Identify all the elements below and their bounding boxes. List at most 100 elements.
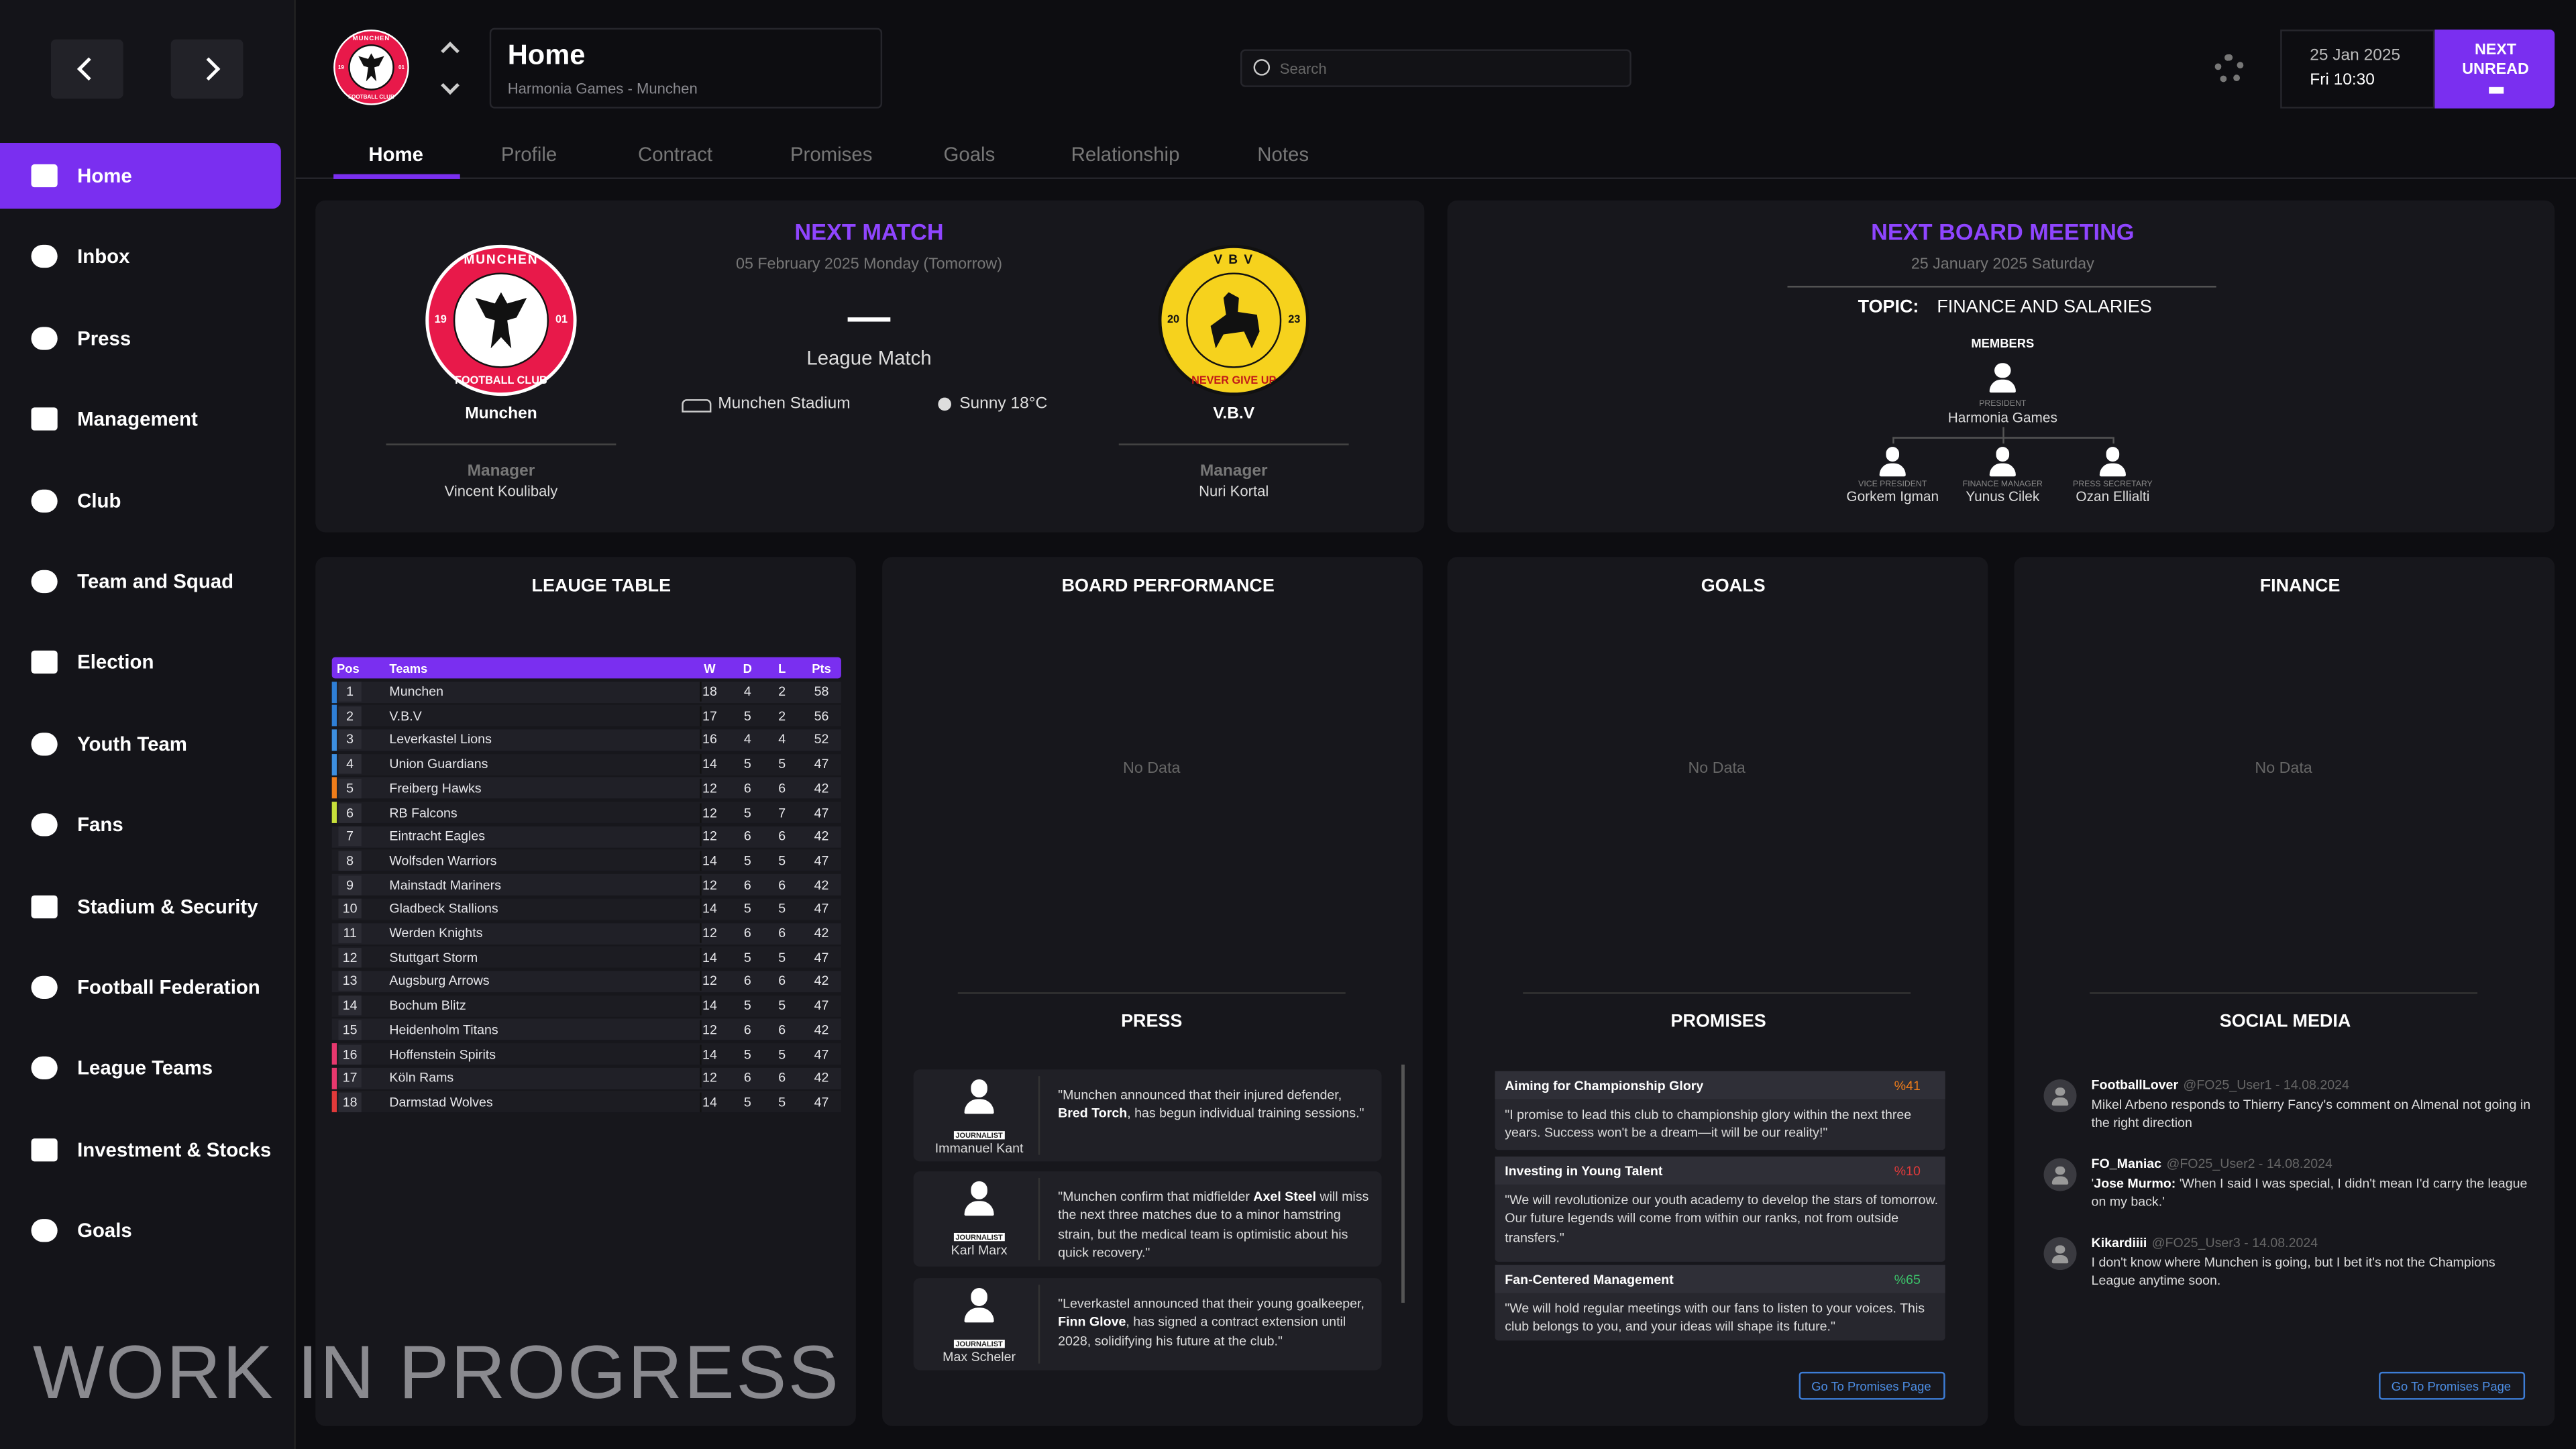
zone-marker	[331, 1091, 337, 1113]
nav-item[interactable]: Fans	[77, 813, 123, 837]
nav-icon	[31, 732, 58, 756]
next-unread-button[interactable]: NEXT UNREAD	[2434, 30, 2555, 109]
search-box[interactable]	[1240, 49, 1631, 87]
table-cell: Heidenholm Titans	[389, 1022, 498, 1038]
tab[interactable]: Relationship	[1071, 143, 1180, 166]
person-icon-head	[2055, 1244, 2065, 1254]
button-label: NEXT UNREAD	[2462, 41, 2529, 79]
table-cell: 9	[346, 877, 354, 893]
scroll-down-button[interactable]	[441, 76, 460, 95]
tab[interactable]: Home	[368, 143, 424, 166]
nav-icon	[31, 245, 58, 269]
divider	[386, 443, 616, 445]
back-button[interactable]	[50, 39, 123, 99]
tab[interactable]: Goals	[943, 143, 996, 166]
panel	[2014, 557, 2555, 1426]
nav-item[interactable]: Football Federation	[77, 975, 260, 999]
manager-name: Vincent Koulibaly	[444, 483, 558, 500]
nav-item[interactable]: Inbox	[77, 245, 130, 269]
table-cell: 6	[743, 877, 751, 893]
nav-icon	[31, 407, 58, 431]
table-cell: 14	[702, 901, 717, 917]
table-cell: 6	[778, 780, 786, 796]
table-cell: 12	[702, 780, 717, 796]
forward-button[interactable]	[170, 39, 244, 99]
table-cell: Stuttgart Storm	[389, 949, 478, 965]
person-icon-head	[1995, 447, 2010, 462]
team-cell	[700, 778, 702, 798]
stadium-icon	[682, 399, 712, 413]
nav-item[interactable]: Stadium & Security	[77, 894, 258, 918]
text-part: "Munchen announced that their injured de…	[1058, 1087, 1342, 1103]
table-header-cell: Teams	[389, 661, 428, 676]
competition: League Match	[806, 346, 932, 370]
person-icon-body	[1989, 379, 2016, 393]
panel-title: BOARD PERFORMANCE	[1061, 576, 1275, 596]
tab[interactable]: Promises	[790, 143, 873, 166]
scroll-up-button[interactable]	[441, 42, 460, 60]
table-cell: 14	[342, 998, 358, 1014]
tab[interactable]: Profile	[500, 143, 557, 166]
nav-item[interactable]: Goals	[77, 1219, 132, 1242]
table-cell: 6	[346, 805, 354, 820]
pos-cell	[338, 826, 362, 847]
empty-state: No Data	[2255, 759, 2312, 778]
table-cell: 5	[346, 780, 354, 796]
nav-item[interactable]: League Teams	[77, 1057, 213, 1080]
nav-item[interactable]: Election	[77, 651, 154, 675]
nav-item[interactable]: Team and Squad	[77, 570, 234, 594]
table-cell: 16	[342, 1046, 358, 1062]
promises-page-button[interactable]	[1799, 1371, 1945, 1400]
promise-percent: %65	[1894, 1272, 1921, 1287]
search-icon	[1253, 59, 1271, 76]
table-cell: 42	[814, 828, 829, 845]
post-header: FO_Maniac @FO25_User2 - 14.08.2024	[2092, 1157, 2332, 1171]
journalist-name: Max Scheler	[943, 1349, 1016, 1364]
post-text: Mikel Arbeno responds to Thierry Fancy's…	[2092, 1095, 2532, 1132]
pos-cell	[338, 706, 362, 726]
person-icon-body	[964, 1307, 994, 1323]
section-title: SOCIAL MEDIA	[2219, 1012, 2351, 1032]
table-cell: Leverkastel Lions	[389, 732, 492, 748]
crest-text: MUNCHEN	[464, 252, 539, 268]
table-cell: 5	[743, 901, 751, 917]
table-cell: 42	[814, 877, 829, 893]
nav-icon	[31, 894, 58, 918]
nav-item[interactable]: Press	[77, 326, 131, 350]
table-cell: 4	[743, 732, 751, 748]
person-icon-head	[970, 1079, 988, 1097]
table-cell: Eintracht Eagles	[389, 828, 486, 845]
table-cell: 5	[778, 1094, 786, 1110]
section-title: PROMISES	[1670, 1012, 1766, 1032]
tab[interactable]: Notes	[1257, 143, 1309, 166]
divider	[1038, 1076, 1040, 1155]
promises-page-button[interactable]	[2379, 1371, 2526, 1400]
table-cell: 47	[814, 805, 829, 820]
table-cell: 4	[346, 756, 354, 772]
table-cell: 12	[342, 949, 358, 965]
table-cell: 47	[814, 949, 829, 965]
member-name: Harmonia Games	[1947, 409, 2057, 426]
nav-item[interactable]: Youth Team	[77, 732, 187, 756]
table-row	[331, 971, 841, 992]
table-cell: 5	[743, 1094, 751, 1110]
table-cell: 8	[346, 853, 354, 869]
nav-item[interactable]: Home	[77, 164, 132, 188]
table-cell: 47	[814, 1046, 829, 1062]
crest-text: FOOTBALL CLUB	[348, 94, 394, 101]
table-cell: 6	[743, 973, 751, 989]
table-cell: 2	[778, 684, 786, 700]
table-row	[331, 898, 841, 920]
promise-text: "I promise to lead this club to champion…	[1505, 1107, 1912, 1141]
table-cell: 4	[778, 732, 786, 748]
nav-item[interactable]: Club	[77, 488, 121, 513]
settings-gear[interactable]	[2214, 54, 2245, 84]
table-header-cell: W	[704, 661, 716, 676]
nav-item[interactable]: Management	[77, 407, 198, 431]
table-cell: Augsburg Arrows	[389, 973, 490, 989]
table-cell: 5	[743, 805, 751, 820]
tab[interactable]: Contract	[637, 143, 713, 166]
member-role: VICE PRESIDENT	[1858, 480, 1927, 490]
pos-cell	[338, 682, 362, 702]
nav-item[interactable]: Investment & Stocks	[77, 1138, 272, 1161]
